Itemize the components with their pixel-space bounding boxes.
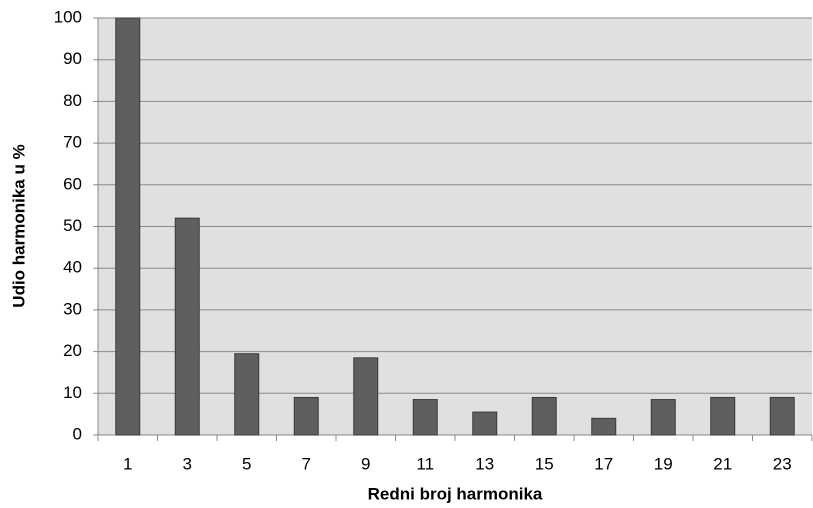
x-tick-label: 5	[242, 454, 251, 473]
x-tick-label: 15	[535, 454, 554, 473]
bar	[591, 417, 617, 436]
x-tick-label: 19	[654, 454, 673, 473]
x-axis-title: Redni broj harmonika	[368, 484, 543, 503]
bar	[412, 399, 438, 436]
y-tick-label: 100	[54, 7, 82, 26]
bar	[769, 396, 795, 436]
x-tick-label: 17	[594, 454, 613, 473]
y-tick-label: 0	[73, 424, 82, 443]
bar	[115, 17, 141, 436]
x-tick-label: 11	[416, 454, 434, 473]
x-tick-label: 3	[183, 454, 192, 473]
bar	[710, 396, 736, 436]
x-tick-label: 13	[475, 454, 494, 473]
bar	[650, 399, 676, 436]
y-tick-label: 90	[63, 49, 82, 68]
y-tick-label: 10	[63, 383, 82, 402]
bar	[353, 357, 379, 436]
bar	[472, 411, 498, 436]
y-tick-label: 70	[63, 133, 82, 152]
x-tick-label: 1	[123, 454, 132, 473]
x-tick-label: 23	[773, 454, 792, 473]
y-tick-label: 50	[63, 216, 82, 235]
bar	[234, 353, 260, 436]
bar	[293, 396, 319, 436]
y-axis-title: Udio harmonika u %	[9, 144, 28, 307]
y-tick-label: 80	[63, 91, 82, 110]
bar	[531, 396, 557, 436]
y-tick-label: 30	[63, 299, 82, 318]
y-tick-label: 60	[63, 174, 82, 193]
bar	[174, 217, 200, 436]
y-tick-label: 40	[63, 258, 82, 277]
x-tick-label: 7	[302, 454, 311, 473]
x-tick-label: 9	[361, 454, 370, 473]
x-tick-label: 21	[713, 454, 732, 473]
y-tick-label: 20	[63, 341, 82, 360]
